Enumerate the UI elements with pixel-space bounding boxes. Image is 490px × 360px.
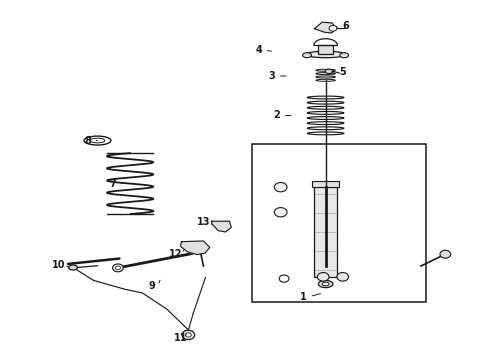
Text: 13: 13 [197, 217, 211, 227]
Ellipse shape [69, 265, 77, 270]
Text: 5: 5 [340, 67, 346, 77]
Circle shape [274, 208, 287, 217]
Circle shape [116, 266, 121, 270]
Bar [314, 187, 337, 277]
Text: 10: 10 [51, 260, 65, 270]
Ellipse shape [318, 280, 333, 288]
Text: 2: 2 [273, 111, 280, 121]
Circle shape [113, 264, 123, 272]
Bar [252, 144, 426, 302]
Polygon shape [180, 241, 210, 255]
Text: 7: 7 [110, 179, 117, 189]
Text: 9: 9 [149, 281, 155, 291]
Polygon shape [212, 221, 231, 232]
Text: 4: 4 [255, 45, 262, 55]
Ellipse shape [306, 51, 345, 58]
Circle shape [329, 26, 337, 31]
Ellipse shape [303, 53, 312, 58]
Text: 1: 1 [300, 292, 307, 302]
Ellipse shape [325, 69, 333, 73]
Text: 8: 8 [84, 136, 91, 145]
Circle shape [337, 273, 348, 281]
Text: 11: 11 [174, 333, 187, 343]
Circle shape [318, 273, 329, 281]
Bar [312, 181, 339, 187]
Circle shape [182, 330, 195, 339]
Text: 12: 12 [169, 248, 182, 258]
Circle shape [440, 250, 451, 258]
Circle shape [185, 333, 191, 337]
Ellipse shape [340, 53, 348, 58]
Bar [318, 45, 333, 54]
Text: 6: 6 [343, 21, 349, 31]
Circle shape [274, 183, 287, 192]
Polygon shape [315, 22, 336, 33]
Ellipse shape [322, 282, 329, 286]
Text: 3: 3 [269, 71, 275, 81]
Circle shape [279, 275, 289, 282]
Bar [316, 70, 335, 80]
